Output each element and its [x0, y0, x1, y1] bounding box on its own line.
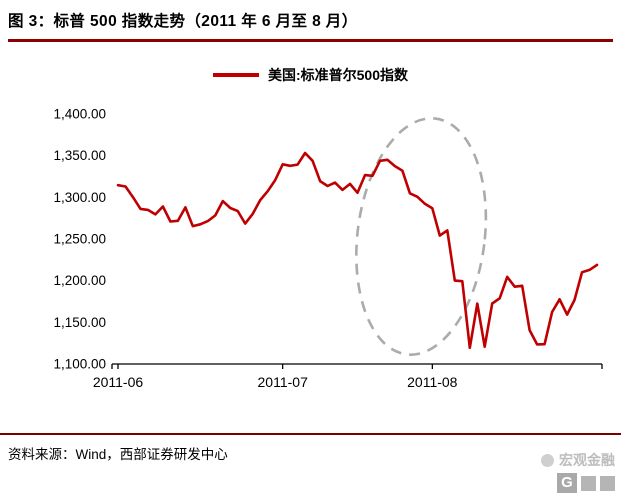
- y-axis-label: 1,200.00: [53, 273, 106, 288]
- y-axis-labels: 1,400.00 1,350.00 1,300.00 1,250.00 1,200.00…: [53, 106, 106, 371]
- y-axis-label: 1,150.00: [53, 314, 106, 329]
- footer-divider: [0, 433, 621, 435]
- line-chart: 1,400.00 1,350.00 1,300.00 1,250.00 1,200.00…: [0, 92, 621, 394]
- chart-legend: 美国:标准普尔500指数: [0, 66, 621, 84]
- watermark-icon: [541, 453, 554, 467]
- figure-header: 图 3：标普 500 指数走势（2011 年 6 月至 8 月）: [0, 0, 621, 42]
- y-axis-label: 1,400.00: [53, 106, 106, 121]
- y-axis-label: 1,250.00: [53, 231, 106, 246]
- x-axis-labels: 2011-06 2011-07 2011-08: [93, 363, 458, 390]
- highlight-ellipse: [355, 116, 488, 356]
- line-chart-svg: 1,400.00 1,350.00 1,300.00 1,250.00 1,200.00…: [53, 106, 603, 390]
- legend-label: 美国:标准普尔500指数: [267, 66, 409, 83]
- watermark: 宏观金融 G: [541, 452, 615, 497]
- figure-footer: 资料来源：Wind，西部证券研发中心: [0, 433, 621, 463]
- y-axis-label: 1,300.00: [53, 189, 106, 204]
- x-axis-label: 2011-06: [93, 374, 144, 390]
- watermark-text: 宏观金融: [559, 452, 615, 468]
- source-note: 资料来源：Wind，西部证券研发中心: [8, 447, 228, 462]
- x-axis-label: 2011-08: [407, 374, 458, 390]
- figure-title: 图 3：标普 500 指数走势（2011 年 6 月至 8 月）: [8, 13, 358, 30]
- title-divider: [8, 39, 613, 42]
- legend-line-swatch: [212, 72, 259, 77]
- x-axis-label: 2011-07: [258, 374, 309, 390]
- watermark-logo-block: [600, 476, 615, 492]
- sp500-line: [116, 151, 599, 349]
- y-axis-label: 1,350.00: [53, 148, 106, 163]
- watermark-logo: G: [541, 473, 615, 497]
- watermark-logo-block: [581, 476, 596, 492]
- watermark-name-row: 宏观金融: [541, 452, 615, 468]
- watermark-logo-g: G: [557, 473, 577, 494]
- y-axis-label: 1,100.00: [53, 356, 106, 371]
